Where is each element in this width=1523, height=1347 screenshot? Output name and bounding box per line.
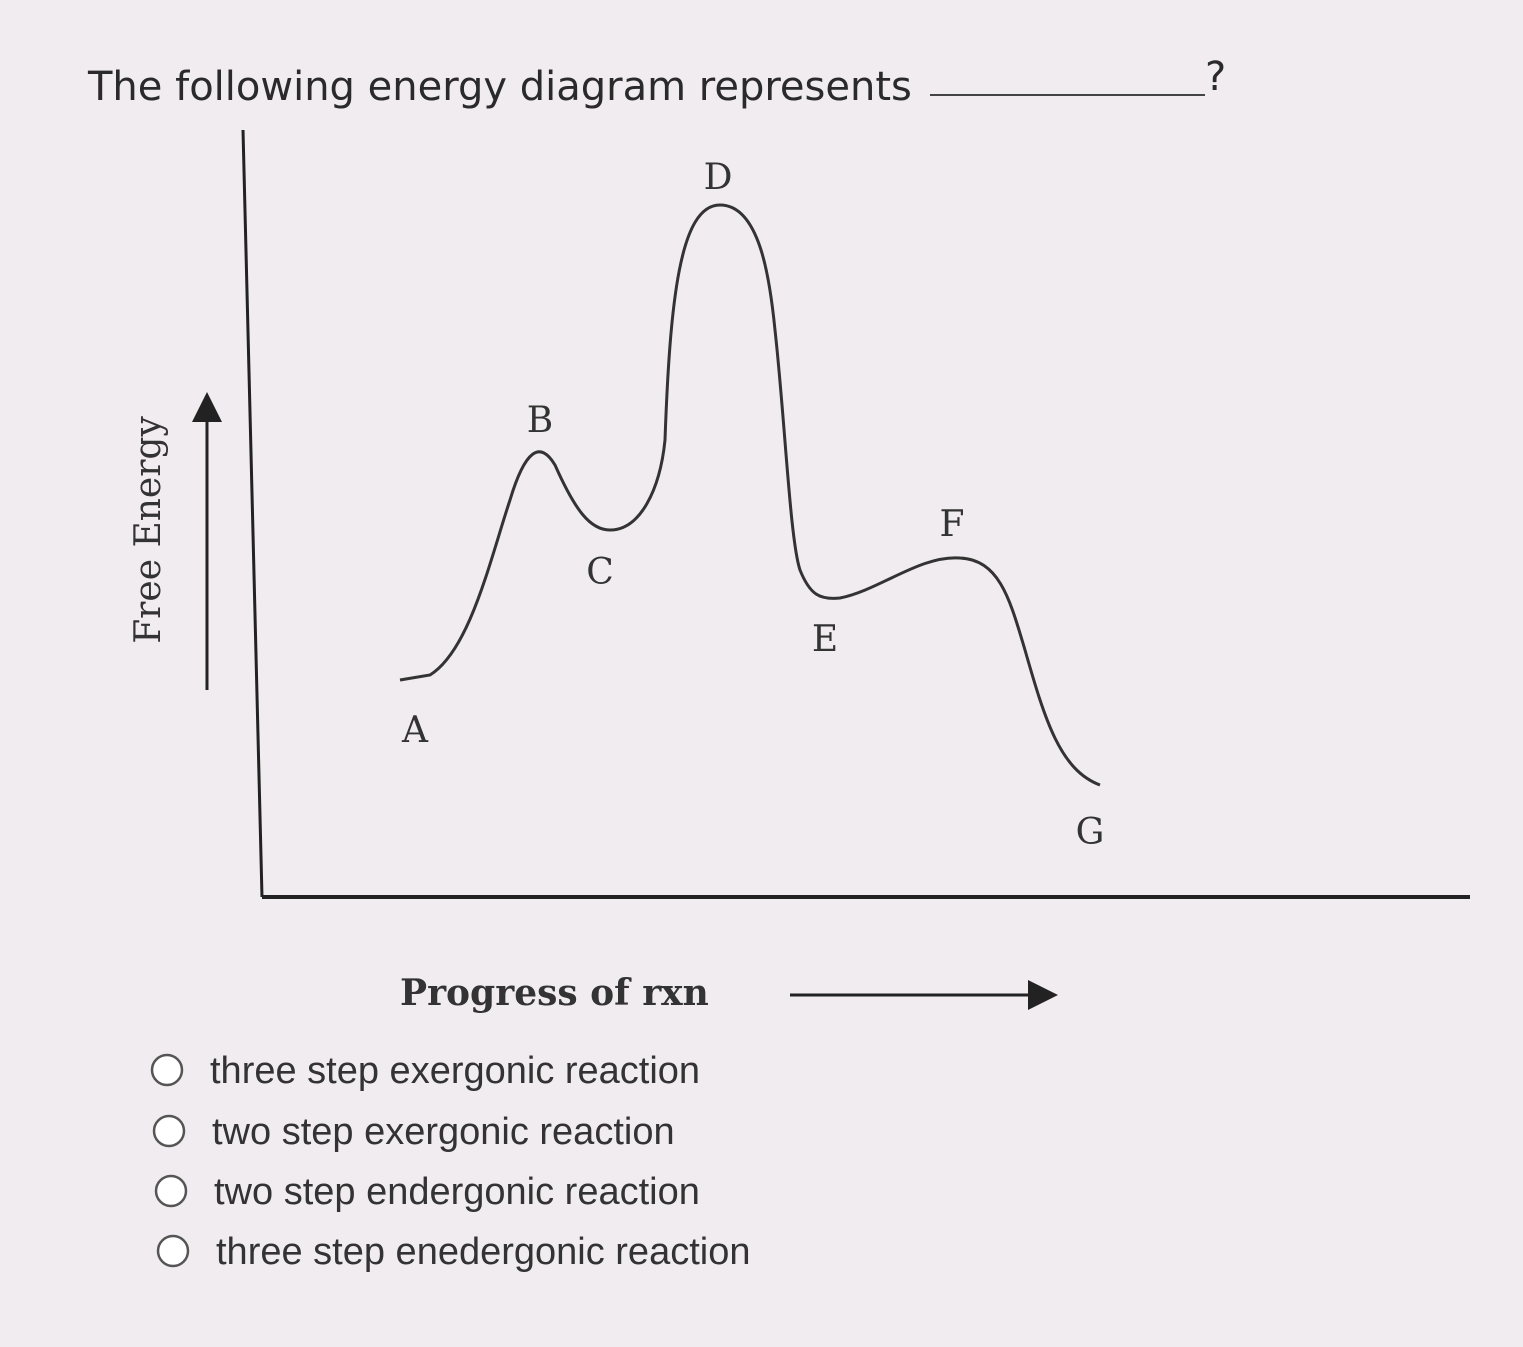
option-text[interactable]: three step exergonic reaction [210,1050,700,1092]
point-label: C [586,552,614,593]
radio-button[interactable] [156,1234,190,1268]
y-axis-label: Free Energy [128,416,169,644]
radio-button[interactable] [154,1174,188,1208]
point-label: G [1076,812,1105,853]
option-text[interactable]: three step enedergonic reaction [216,1231,750,1273]
option-text[interactable]: two step endergonic reaction [214,1171,700,1213]
point-label: E [812,619,838,660]
question-text: The following energy diagram represents [87,64,912,110]
energy-diagram: Free Energy Progress of rxn A B C D E F … [128,129,1470,1014]
point-label: B [527,400,553,441]
point-label: F [940,504,965,545]
point-label: D [704,157,733,198]
radio-button[interactable] [150,1053,184,1087]
option-text[interactable]: two step exergonic reaction [212,1111,675,1153]
options: three step exergonic reaction two step e… [150,1050,750,1273]
question-mark: ? [1205,54,1226,100]
energy-curve [399,203,1101,787]
point-label: A [401,710,429,751]
x-axis-label: Progress of rxn [400,972,709,1014]
y-axis [241,129,264,898]
radio-button[interactable] [152,1114,186,1148]
